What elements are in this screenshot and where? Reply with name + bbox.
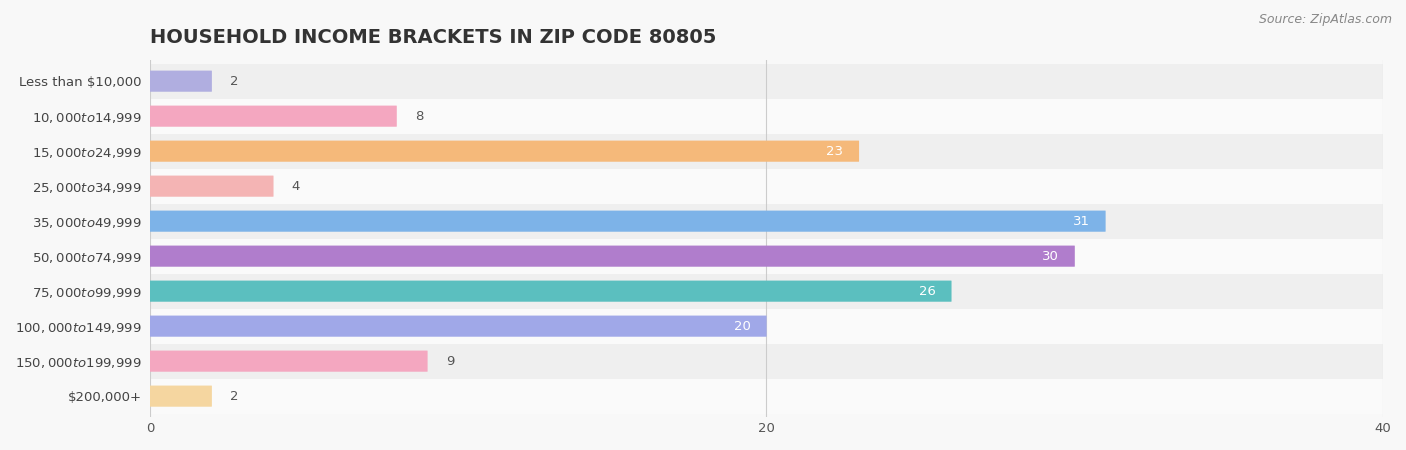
FancyBboxPatch shape: [149, 351, 427, 372]
Text: Source: ZipAtlas.com: Source: ZipAtlas.com: [1258, 14, 1392, 27]
FancyBboxPatch shape: [149, 106, 396, 127]
Bar: [150, 63, 1382, 99]
Text: 31: 31: [1073, 215, 1090, 228]
FancyBboxPatch shape: [149, 71, 212, 92]
Text: HOUSEHOLD INCOME BRACKETS IN ZIP CODE 80805: HOUSEHOLD INCOME BRACKETS IN ZIP CODE 80…: [150, 28, 716, 48]
Text: 23: 23: [827, 144, 844, 158]
Bar: [150, 309, 1382, 344]
FancyBboxPatch shape: [149, 281, 952, 302]
Bar: [150, 274, 1382, 309]
Bar: [150, 344, 1382, 378]
Bar: [150, 204, 1382, 238]
FancyBboxPatch shape: [149, 140, 859, 162]
FancyBboxPatch shape: [149, 246, 1074, 267]
Text: 2: 2: [231, 390, 239, 403]
Text: 20: 20: [734, 320, 751, 333]
FancyBboxPatch shape: [149, 386, 212, 407]
Text: 30: 30: [1042, 250, 1059, 263]
Bar: [150, 238, 1382, 274]
FancyBboxPatch shape: [149, 211, 1105, 232]
FancyBboxPatch shape: [149, 176, 274, 197]
Text: 4: 4: [291, 180, 299, 193]
Bar: [150, 169, 1382, 204]
Bar: [150, 378, 1382, 414]
Text: 9: 9: [446, 355, 454, 368]
Bar: [150, 134, 1382, 169]
Text: 2: 2: [231, 75, 239, 88]
Text: 8: 8: [415, 110, 423, 123]
Bar: [150, 99, 1382, 134]
Text: 26: 26: [920, 285, 936, 297]
FancyBboxPatch shape: [149, 315, 766, 337]
